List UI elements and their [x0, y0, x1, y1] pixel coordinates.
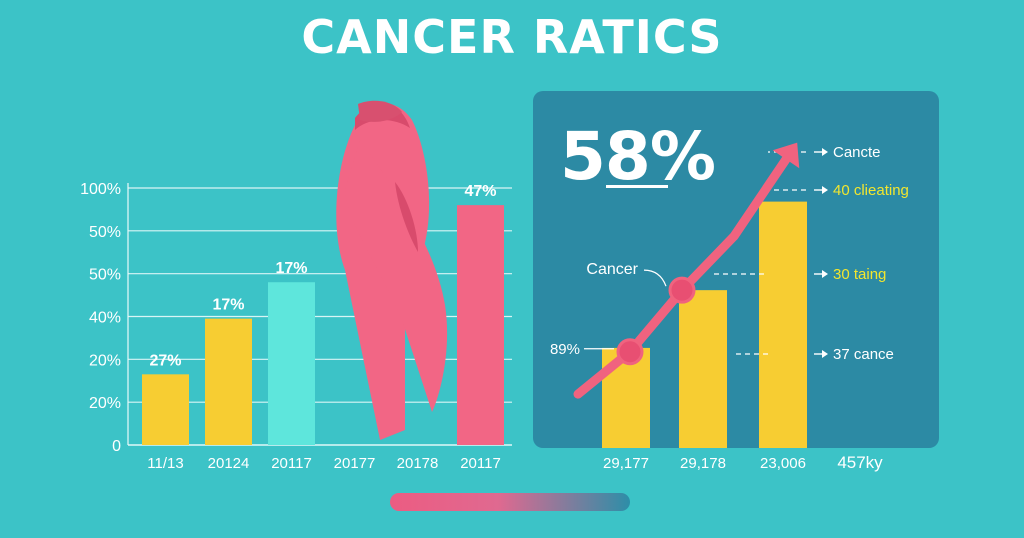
- grid-lines: [127, 183, 512, 446]
- headline-underline: [606, 185, 668, 188]
- marker-leader: [643, 269, 667, 287]
- trend-marker: [668, 276, 696, 304]
- bar: [268, 282, 315, 445]
- trend-arrow: [573, 142, 800, 399]
- trend-marker: [616, 338, 644, 366]
- y-tick-label: 50%: [89, 267, 121, 284]
- data-label: 47%: [464, 183, 496, 200]
- bar: [679, 290, 727, 448]
- x-tick-label: 29,177: [603, 455, 649, 472]
- x-tick-label: 11/13: [147, 455, 183, 472]
- arrow-head: [772, 142, 800, 169]
- y-tick-label: 0: [112, 438, 121, 455]
- y-tick-label: 100%: [80, 181, 121, 198]
- bar: [142, 374, 189, 445]
- page-title: CANCER RATICS: [301, 10, 723, 64]
- annotation-arrowhead: [822, 186, 828, 194]
- y-tick-labels: 100% 50% 50% 40% 20% 20% 0: [80, 181, 121, 455]
- annotation-label: 40 clieating: [833, 182, 909, 199]
- annotation-label: 37 cance: [833, 346, 894, 363]
- bar: [205, 318, 252, 445]
- x-tick-label: 29,178: [680, 455, 726, 472]
- x-tick-label: 20117: [460, 455, 501, 472]
- headline-percentage: 58%: [560, 118, 716, 195]
- data-label: 27%: [149, 352, 181, 369]
- awareness-ribbon-icon: [336, 100, 448, 441]
- x-tick-label: 20178: [397, 455, 439, 472]
- y-tick-label: 20%: [89, 352, 121, 369]
- x-tick-label: 20124: [208, 455, 250, 472]
- x-tick-label: 23,006: [760, 455, 806, 472]
- bar: [457, 205, 504, 445]
- annotation-leaders: [714, 148, 828, 358]
- x-tick-label: 457ky: [837, 453, 883, 472]
- annotation-arrowhead: [822, 270, 828, 278]
- bar: [759, 201, 807, 448]
- y-tick-label: 40%: [89, 310, 121, 327]
- data-labels: 27% 17% 17% 47%: [149, 183, 496, 369]
- gradient-bar: [390, 493, 630, 511]
- y-tick-label: 20%: [89, 395, 121, 412]
- stat-panel: [533, 91, 939, 448]
- annotation-label: 30 taing: [833, 266, 886, 283]
- marker-label: Cancer: [586, 261, 638, 278]
- x-tick-labels: 11/13 20124 20117 20177 20178 20117: [147, 455, 501, 472]
- annotation-arrowhead: [822, 350, 828, 358]
- annotation-label: Cancte: [833, 144, 881, 161]
- x-tick-label: 20117: [271, 455, 312, 472]
- x-tick-label: 20177: [334, 455, 376, 472]
- marker-label: 89%: [550, 341, 580, 358]
- annotations: 89% Cancer Cancte 40 clieating 30 taing 37 ca…: [550, 144, 909, 363]
- x-tick-labels: 29,177 29,178 23,006 457ky: [603, 453, 883, 472]
- y-tick-label: 50%: [89, 224, 121, 241]
- bars: [602, 201, 807, 448]
- data-label: 17%: [275, 260, 307, 277]
- data-label: 17%: [212, 297, 244, 314]
- bars: [142, 205, 504, 445]
- annotation-arrowhead: [822, 148, 828, 156]
